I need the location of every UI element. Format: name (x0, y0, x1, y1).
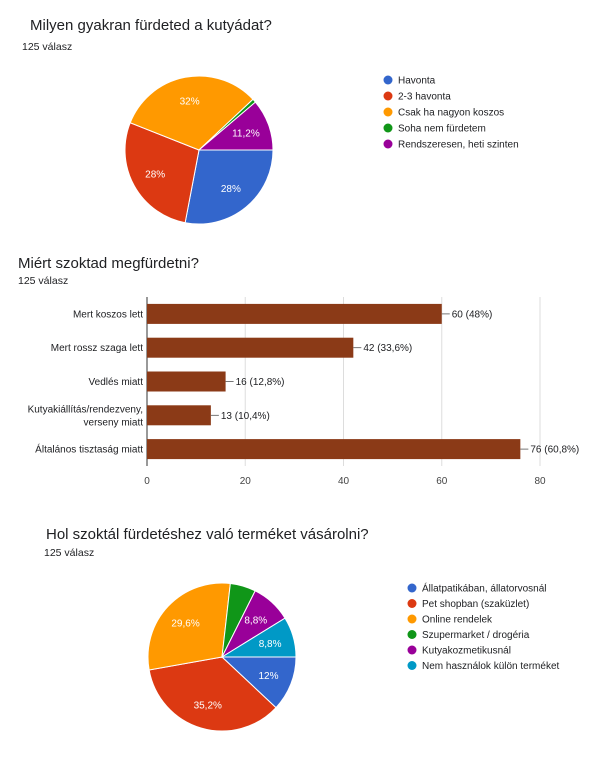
pie1-slice-2 (147, 582, 231, 671)
chart3-title: Hol szoktál fürdetéshez való terméket vá… (46, 526, 369, 543)
pie1-legend-marker-3 (407, 630, 417, 639)
pie0-slice-0 (184, 149, 274, 225)
pie0-legend-label-0: Havonta (398, 76, 436, 87)
pie0-legend-label-1: 2-3 havonta (398, 92, 451, 103)
pie1-value-label-1: 35,2% (194, 700, 222, 711)
bar-3 (147, 405, 211, 426)
pie1-value-label-2: 29,6% (171, 618, 199, 629)
pie0-legend-label-4: Rendszeresen, heti szinten (398, 140, 519, 151)
bar-category-label-3-1: verseny miatt (84, 417, 144, 428)
pie0-value-label-1: 28% (145, 170, 165, 181)
pie1-legend-label-5: Nem használok külön terméket (422, 661, 560, 672)
pie1-legend-label-2: Online rendelek (422, 615, 493, 626)
chart1-title: Milyen gyakran fürdeted a kutyádat? (30, 17, 272, 34)
pie0-legend-marker-4 (383, 139, 393, 149)
bar-value-label-3: 13 (10,4%) (221, 411, 270, 422)
bar-xtick-4: 80 (534, 476, 546, 487)
pie1-legend-label-4: Kutyakozmetikusnál (422, 646, 511, 657)
bar-category-label-0-0: Mert koszos lett (73, 309, 143, 320)
pie1-legend-marker-4 (407, 645, 417, 655)
pie1-value-label-5: 8,8% (259, 639, 282, 650)
bar-xtick-3: 60 (436, 476, 448, 487)
pie1-slice-5 (220, 617, 297, 658)
bar-xtick-1: 20 (240, 476, 252, 487)
bar-1 (147, 337, 354, 358)
pie1-legend-marker-2 (407, 614, 417, 624)
pie1-slice-1 (148, 656, 277, 732)
pie0-legend-marker-0 (383, 75, 393, 85)
pie0-slice-1 (124, 122, 200, 224)
pie1-legend-marker-0 (407, 583, 417, 593)
bar-value-label-4: 76 (60,8%) (530, 445, 579, 456)
bar-category-label-1-0: Mert rossz szaga lett (51, 343, 143, 354)
pie1-legend-marker-1 (407, 599, 417, 608)
chart2-title: Miért szoktad megfürdetni? (18, 255, 199, 272)
pie1-legend-label-0: Állatpatikában, állatorvosnál (422, 582, 547, 595)
chart3-responses: 125 válasz (44, 547, 95, 559)
pie1-legend-label-1: Pet shopban (szaküzlet) (422, 599, 529, 610)
pie0-value-label-4: 11,2% (232, 128, 260, 139)
pie0-slice-2 (129, 75, 254, 151)
bar-value-label-2: 16 (12,8%) (236, 377, 285, 388)
bar-xtick-0: 0 (144, 476, 150, 487)
pie0-value-label-2: 32% (180, 96, 200, 107)
bar-2 (147, 371, 226, 392)
bar-xtick-2: 40 (338, 476, 350, 487)
bar-category-label-3-0: Kutyakiállítás/rendezveny, (28, 404, 143, 415)
pie0-value-label-0: 28% (221, 184, 241, 195)
chart2-responses: 125 válasz (18, 275, 69, 287)
pie1-legend-label-3: Szupermarket / drogéria (422, 630, 530, 641)
pie1-value-label-0: 12% (258, 671, 278, 682)
pie0-legend-label-3: Soha nem fürdetem (398, 124, 486, 135)
bar-value-label-1: 42 (33,6%) (363, 343, 412, 354)
bar-0 (147, 303, 442, 324)
bar-category-label-4-0: Általános tisztaság miatt (35, 443, 143, 456)
pie0-legend-marker-2 (383, 107, 393, 117)
pie0-slice-4 (197, 101, 274, 151)
bar-category-label-2-0: Vedlés miatt (89, 377, 144, 388)
pie1-legend-marker-5 (407, 661, 417, 670)
pie0-legend-marker-1 (383, 91, 393, 101)
pie0-legend-marker-3 (383, 123, 393, 133)
bar-value-label-0: 60 (48%) (452, 309, 493, 320)
pie1-value-label-4: 8,8% (244, 616, 267, 627)
pie0-legend-label-2: Csak ha nagyon koszos (398, 108, 504, 119)
bar-4 (147, 439, 521, 460)
chart1-responses: 125 válasz (22, 41, 73, 53)
